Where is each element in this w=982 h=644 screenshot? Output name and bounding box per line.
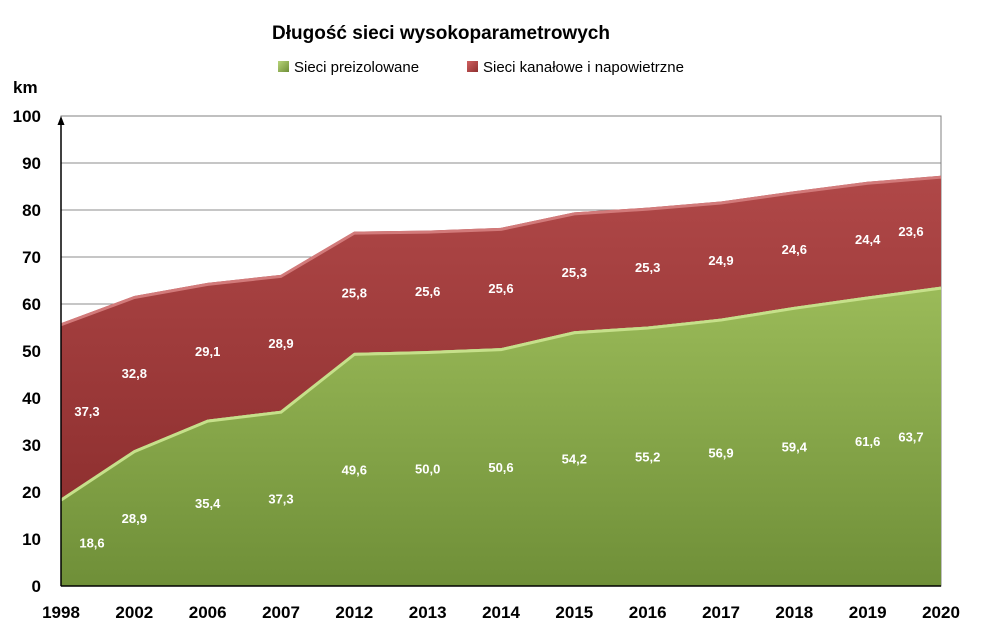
x-tick-label: 2012 [335,603,373,622]
data-label-series-1: 32,8 [122,366,147,381]
area-series-1 [61,175,941,499]
area-series-0-edge [60,286,942,502]
y-tick-label: 80 [22,201,41,220]
chart-title: Długość sieci wysokoparametrowych [272,23,610,44]
data-label-series-0: 61,6 [855,434,880,449]
y-tick-label: 0 [32,577,41,596]
data-label-series-1: 28,9 [268,336,293,351]
data-label-series-1: 37,3 [74,404,99,419]
data-label-series-1: 24,4 [855,232,881,247]
area-series [60,175,942,586]
data-label-series-1: 25,3 [562,265,587,280]
x-tick-label: 2020 [922,603,960,622]
data-label-series-1: 25,6 [415,284,440,299]
legend-label-series-0: Sieci preizolowane [294,59,419,76]
x-tick-label: 2013 [409,603,447,622]
x-tick-label: 2019 [849,603,887,622]
y-tick-label: 20 [22,483,41,502]
data-label-series-1: 25,3 [635,260,660,275]
area-series-1-edge [60,175,942,327]
legend-label-series-1: Sieci kanałowe i napowietrzne [483,59,684,76]
data-label-series-1: 29,1 [195,344,220,359]
x-tick-label: 2002 [115,603,153,622]
data-label-series-0: 55,2 [635,449,660,464]
data-label-series-0: 59,4 [782,439,808,454]
y-tick-label: 100 [13,107,41,126]
legend: Sieci preizolowane Sieci kanałowe i napo… [278,59,684,76]
data-label-series-1: 25,8 [342,285,367,300]
y-tick-label: 40 [22,389,41,408]
data-label-series-1: 25,6 [488,281,513,296]
data-label-series-0: 49,6 [342,462,367,477]
x-axis-ticks: 1998 2002 2006 2007 2012 2013 2014 2015 2016 2017… [42,603,960,622]
x-tick-label: 2017 [702,603,740,622]
x-tick-label: 2006 [189,603,227,622]
data-labels: 18,6 28,9 35,4 37,3 49,6 50,0 50,6 54,2 55,2 56,9… [74,224,923,550]
data-label-series-0: 35,4 [195,496,221,511]
data-label-series-0: 50,6 [488,460,513,475]
data-label-series-0: 18,6 [79,535,104,550]
data-label-series-0: 54,2 [562,452,587,467]
x-tick-label: 2015 [555,603,593,622]
legend-swatch-series-0 [278,61,289,72]
data-label-series-0: 50,0 [415,462,440,477]
data-label-series-0: 37,3 [268,491,293,506]
data-label-series-1: 23,6 [898,224,923,239]
y-axis-ticks: 0 10 20 30 40 50 60 70 80 90 100 [13,107,41,596]
y-tick-label: 30 [22,436,41,455]
legend-swatch-series-1 [467,61,478,72]
x-tick-label: 1998 [42,603,80,622]
data-label-series-1: 24,6 [782,242,807,257]
data-label-series-0: 28,9 [122,511,147,526]
y-tick-label: 50 [22,342,41,361]
x-tick-label: 2007 [262,603,300,622]
area-series-0 [61,286,941,586]
data-label-series-1: 24,9 [708,253,733,268]
y-tick-label: 90 [22,154,41,173]
x-tick-label: 2016 [629,603,667,622]
data-label-series-0: 63,7 [898,429,923,444]
y-tick-label: 10 [22,530,41,549]
y-tick-label: 70 [22,248,41,267]
y-axis-label: km [13,78,38,97]
y-axis-arrow-icon [57,116,65,125]
y-tick-label: 60 [22,295,41,314]
x-tick-label: 2018 [775,603,813,622]
data-label-series-0: 56,9 [708,445,733,460]
x-tick-label: 2014 [482,603,520,622]
